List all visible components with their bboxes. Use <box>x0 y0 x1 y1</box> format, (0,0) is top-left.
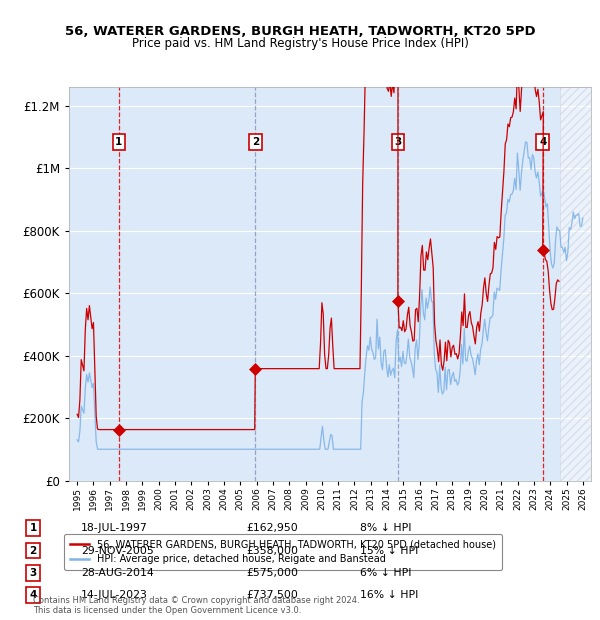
Bar <box>560 87 599 480</box>
Text: Contains HM Land Registry data © Crown copyright and database right 2024.
This d: Contains HM Land Registry data © Crown c… <box>33 596 359 615</box>
Text: 1: 1 <box>115 137 122 147</box>
Legend: 56, WATERER GARDENS, BURGH HEATH, TADWORTH, KT20 5PD (detached house), HPI: Aver: 56, WATERER GARDENS, BURGH HEATH, TADWOR… <box>64 534 502 570</box>
Text: £358,000: £358,000 <box>246 546 298 556</box>
Text: 6% ↓ HPI: 6% ↓ HPI <box>360 568 412 578</box>
Text: £162,950: £162,950 <box>246 523 298 533</box>
Text: 56, WATERER GARDENS, BURGH HEATH, TADWORTH, KT20 5PD: 56, WATERER GARDENS, BURGH HEATH, TADWOR… <box>65 25 535 38</box>
Text: 3: 3 <box>394 137 401 147</box>
Text: £575,000: £575,000 <box>246 568 298 578</box>
Text: 15% ↓ HPI: 15% ↓ HPI <box>360 546 418 556</box>
Text: 8% ↓ HPI: 8% ↓ HPI <box>360 523 412 533</box>
Bar <box>560 87 599 480</box>
Text: 4: 4 <box>29 590 37 600</box>
Text: 3: 3 <box>29 568 37 578</box>
Text: 18-JUL-1997: 18-JUL-1997 <box>81 523 148 533</box>
Text: 14-JUL-2023: 14-JUL-2023 <box>81 590 148 600</box>
Text: 16% ↓ HPI: 16% ↓ HPI <box>360 590 418 600</box>
Text: 1: 1 <box>29 523 37 533</box>
Text: 2: 2 <box>251 137 259 147</box>
Text: 4: 4 <box>539 137 547 147</box>
Text: £737,500: £737,500 <box>246 590 298 600</box>
Text: 28-AUG-2014: 28-AUG-2014 <box>81 568 154 578</box>
Text: 2: 2 <box>29 546 37 556</box>
Text: 29-NOV-2005: 29-NOV-2005 <box>81 546 154 556</box>
Text: Price paid vs. HM Land Registry's House Price Index (HPI): Price paid vs. HM Land Registry's House … <box>131 37 469 50</box>
